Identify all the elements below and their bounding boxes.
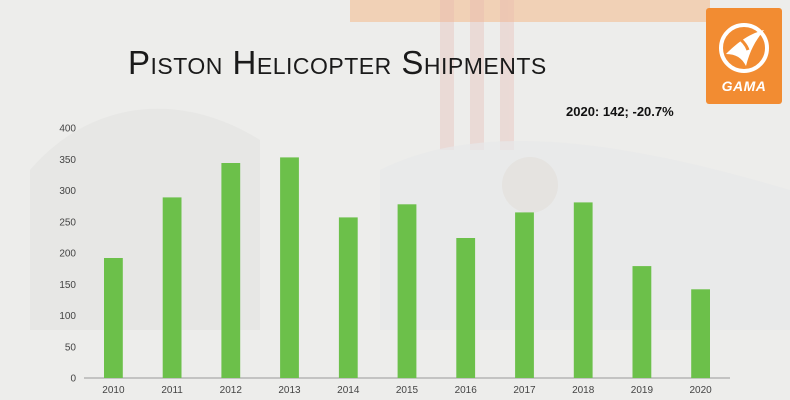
y-tick-label: 400 <box>59 124 76 135</box>
x-tick-label: 2013 <box>278 385 301 396</box>
x-tick-label: 2017 <box>513 385 536 396</box>
y-tick-label: 200 <box>59 249 76 260</box>
y-tick-label: 150 <box>59 280 76 291</box>
x-tick-label: 2016 <box>455 385 478 396</box>
gama-logo-text: GAMA <box>721 78 767 94</box>
chart-annotation: 2020: 142; -20.7% <box>566 104 674 119</box>
bar-2010 <box>104 258 123 378</box>
y-tick-label: 350 <box>59 155 76 166</box>
y-tick-label: 50 <box>65 342 77 353</box>
x-tick-label: 2012 <box>220 385 243 396</box>
bar-2019 <box>632 266 652 378</box>
gama-logo: GAMA <box>706 8 782 104</box>
y-tick-label: 300 <box>59 186 76 197</box>
bar-2014 <box>338 217 358 378</box>
bar-2018 <box>573 202 593 378</box>
x-tick-label: 2014 <box>337 385 360 396</box>
x-tick-label: 2020 <box>689 385 712 396</box>
x-tick-label: 2018 <box>572 385 595 396</box>
y-axis-labels: 0 50 100 150 200 250 300 350 400 <box>59 124 76 385</box>
bar-2016 <box>456 238 476 378</box>
slide-title: Piston Helicopter Shipments <box>128 44 547 81</box>
x-tick-label: 2015 <box>396 385 419 396</box>
bar-2020 <box>691 289 710 379</box>
x-tick-label: 2019 <box>631 385 654 396</box>
gama-bird-logo-icon <box>719 23 769 73</box>
bar-2015 <box>397 204 417 379</box>
x-tick-label: 2010 <box>102 385 125 396</box>
y-tick-label: 0 <box>70 374 76 385</box>
x-tick-label: 2011 <box>161 385 183 396</box>
y-tick-label: 100 <box>59 311 76 322</box>
bar-2012 <box>221 163 241 378</box>
bar-2013 <box>280 157 299 378</box>
bars <box>104 157 710 379</box>
x-axis-labels: 2010 2011 2012 2013 2014 2015 2016 2017 2018 2019… <box>102 385 712 396</box>
bar-2017 <box>515 212 534 378</box>
bar-2011 <box>162 197 182 378</box>
y-tick-label: 250 <box>59 217 76 228</box>
